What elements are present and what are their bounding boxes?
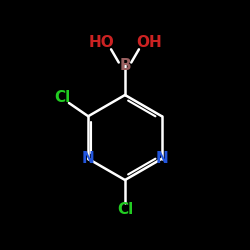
Text: N: N xyxy=(156,151,168,166)
Text: Cl: Cl xyxy=(54,90,70,105)
Text: OH: OH xyxy=(136,35,162,50)
Text: B: B xyxy=(119,58,131,72)
Text: HO: HO xyxy=(88,35,114,50)
Text: Cl: Cl xyxy=(117,202,133,218)
Text: N: N xyxy=(82,151,94,166)
